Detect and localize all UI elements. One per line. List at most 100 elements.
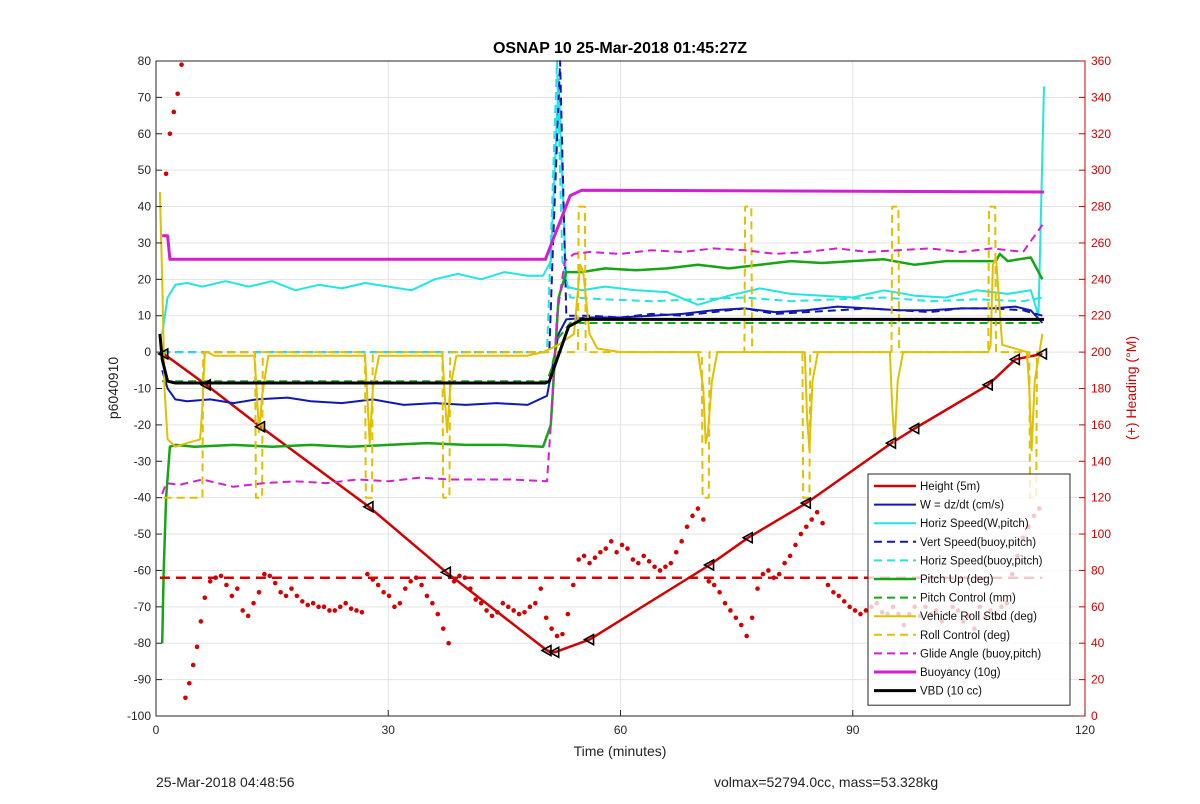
heading-point — [614, 549, 619, 555]
y-tick-label-right: 240 — [1091, 272, 1111, 286]
heading-point — [175, 91, 180, 97]
y-tick-label-left: -50 — [134, 527, 152, 541]
heading-point — [300, 599, 305, 604]
y-tick-label-left: -20 — [134, 418, 152, 432]
legend-label: Horiz Speed(buoy,pitch) — [920, 555, 1043, 567]
y-tick-label-left: 10 — [138, 309, 152, 323]
heading-point — [706, 579, 712, 584]
series-line — [162, 60, 1043, 354]
heading-point — [305, 602, 311, 608]
heading-point — [359, 609, 365, 615]
heading-point — [527, 604, 533, 610]
heading-point — [738, 622, 744, 628]
heading-point — [673, 549, 679, 555]
y-tick-label-right: 340 — [1091, 90, 1111, 104]
x-tick-label: 90 — [846, 723, 860, 737]
heading-point — [505, 604, 511, 610]
heading-point — [814, 509, 820, 515]
y-tick-label-left: -70 — [134, 600, 152, 614]
y-tick-label-right: 20 — [1091, 673, 1105, 687]
heading-point — [701, 517, 706, 522]
footer-timestamp: 25-Mar-2018 04:48:56 — [156, 774, 295, 790]
y-tick-label-right: 60 — [1091, 600, 1105, 614]
y-tick-label-right: 260 — [1091, 236, 1111, 250]
heading-point — [440, 626, 446, 631]
heading-point — [570, 582, 576, 588]
y-tick-label-left: -40 — [134, 491, 152, 505]
heading-point — [825, 582, 831, 588]
y-tick-label-right: 140 — [1091, 454, 1111, 468]
height-marker — [362, 500, 374, 514]
heading-point — [289, 586, 294, 591]
y-tick-label-left: -60 — [134, 563, 152, 577]
y-tick-label-right: 180 — [1091, 382, 1111, 396]
heading-point — [283, 593, 289, 599]
y-tick-label-right: 200 — [1091, 345, 1111, 359]
heading-point — [728, 608, 733, 613]
height-marker — [439, 565, 452, 579]
heading-point — [787, 553, 793, 559]
y-tick-label-left: 40 — [138, 200, 152, 214]
heading-point — [858, 611, 863, 617]
heading-point — [782, 560, 787, 566]
height-marker — [199, 378, 212, 392]
heading-point — [711, 582, 717, 588]
heading-point — [234, 586, 240, 591]
heading-point — [457, 573, 462, 579]
y-tick-label-right: 0 — [1091, 709, 1098, 723]
heading-point — [820, 520, 825, 526]
series-line — [158, 317, 1044, 385]
heading-point — [484, 608, 489, 613]
heading-point — [489, 613, 495, 619]
heading-point — [202, 595, 208, 601]
heading-point — [186, 680, 192, 686]
height-marker — [981, 378, 994, 392]
heading-point — [560, 631, 565, 637]
heading-point — [695, 506, 701, 511]
heading-point — [240, 608, 246, 613]
heading-point — [619, 542, 625, 548]
heading-point — [690, 513, 695, 519]
heading-point — [218, 573, 224, 579]
height-marker — [1008, 353, 1021, 366]
x-tick-label: 120 — [1075, 723, 1095, 737]
height-marker — [1035, 347, 1048, 361]
y-tick-label-left: 50 — [138, 163, 152, 177]
heading-point — [337, 604, 343, 610]
heading-point — [663, 564, 668, 570]
y-tick-label-left: -90 — [134, 673, 152, 687]
heading-point — [183, 695, 188, 701]
heading-point — [630, 557, 636, 562]
heading-point — [478, 600, 484, 606]
heading-point — [256, 589, 262, 595]
y-tick-label-right: 300 — [1091, 163, 1111, 177]
heading-point — [581, 553, 587, 559]
heading-point — [262, 571, 267, 577]
heading-point — [167, 131, 173, 137]
x-tick-label: 0 — [153, 723, 160, 737]
heading-point — [224, 582, 229, 588]
grid — [155, 60, 1086, 717]
y-tick-label-left: 30 — [138, 236, 152, 250]
heading-point — [316, 604, 321, 610]
heading-point — [549, 626, 554, 631]
heading-point — [841, 599, 847, 604]
y-tick-label-right: 80 — [1091, 563, 1105, 577]
height-marker — [253, 420, 266, 434]
heading-point — [798, 531, 804, 537]
y-tick-label-left: 70 — [138, 90, 152, 104]
heading-point — [646, 559, 652, 564]
heading-point — [679, 539, 684, 544]
series-line — [162, 352, 1043, 654]
legend-label: Buoyancy (10g) — [920, 667, 1001, 679]
heading-point — [402, 586, 408, 591]
heading-point — [760, 571, 766, 577]
series-line — [161, 224, 1044, 495]
heading-point — [272, 580, 278, 586]
heading-point — [365, 571, 370, 577]
heading-point — [500, 600, 506, 606]
height-marker — [548, 645, 560, 659]
heading-point — [397, 600, 403, 606]
heading-point — [717, 589, 722, 595]
heading-point — [804, 524, 809, 530]
